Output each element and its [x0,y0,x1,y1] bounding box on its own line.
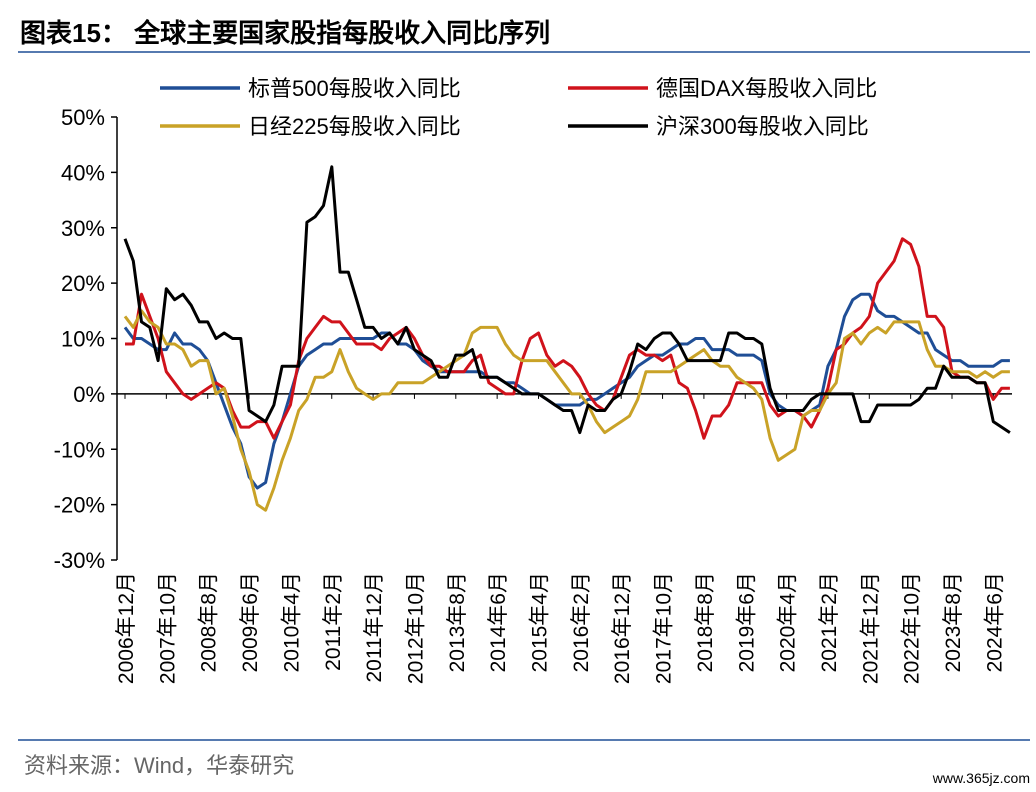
x-tick-label: 2023年8月 [942,572,965,672]
x-tick-label: 2021年12月 [859,572,882,684]
x-tick-label: 2014年6月 [487,572,510,672]
x-tick-label: 2010年4月 [280,572,303,672]
x-tick-label: 2019年6月 [735,572,758,672]
x-tick-label: 2009年6月 [239,572,262,672]
chart-title: 图表15： 全球主要国家股指每股收入同比序列 [20,18,550,48]
x-tick-label: 2007年10月 [156,572,179,684]
x-tick-label: 2015年4月 [529,572,552,672]
y-tick-label: -10% [54,437,105,462]
y-tick-label: 10% [61,327,105,352]
y-tick-label: 30% [61,216,105,241]
x-tick-label: 2024年6月 [983,572,1006,672]
y-tick-label: 40% [61,160,105,185]
series-line [123,292,1010,490]
x-tick-label: 2021年2月 [818,572,841,672]
watermark: www.365jz.com [932,770,1030,786]
legend-label: 标普500每股收入同比 [248,76,461,101]
x-tick-label: 2016年2月 [570,572,593,672]
x-tick-label: 2013年8月 [446,572,469,672]
y-tick-label: 20% [61,271,105,296]
source-note: 资料来源：Wind，华泰研究 [24,753,294,778]
x-tick-label: 2017年10月 [653,572,676,684]
y-tick-label: -20% [54,493,105,518]
x-tick-label: 2011年12月 [363,572,386,683]
y-tick-label: 0% [73,382,105,407]
x-tick-label: 2008年8月 [198,572,221,672]
x-tick-label: 2012年10月 [404,572,427,684]
legend-label: 日经225每股收入同比 [248,114,461,139]
series-line [123,309,1010,512]
legend-label: 沪深300每股收入同比 [656,114,869,139]
x-tick-label: 2020年4月 [777,572,800,672]
x-tick-label: 2022年10月 [901,572,924,684]
legend-label: 德国DAX每股收入同比 [656,76,877,101]
y-tick-label: -30% [54,548,105,573]
x-tick-label: 2016年12月 [611,572,634,684]
x-tick-label: 2006年12月 [115,572,138,684]
x-tick-label: 2018年8月 [694,572,717,672]
series-line [123,165,1011,435]
x-tick-label: 2011年2月 [322,572,345,671]
y-tick-label: 50% [61,105,105,130]
series-line [125,237,1010,440]
